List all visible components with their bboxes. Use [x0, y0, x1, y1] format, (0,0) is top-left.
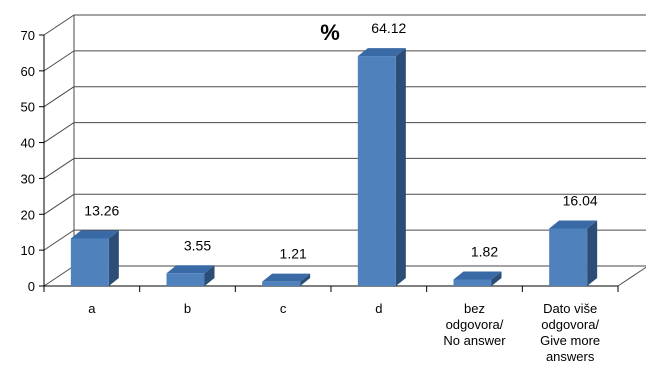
floor-right-edge — [617, 266, 646, 287]
data-label: 1.21 — [280, 246, 307, 262]
bar-top — [453, 271, 502, 280]
bar-side — [108, 230, 119, 286]
bar-front — [262, 281, 301, 286]
x-tick-label-line: answers — [546, 349, 595, 364]
x-tick-label-line: bez — [464, 301, 485, 316]
y-tick-label: 0 — [28, 279, 35, 294]
x-tick-label: c — [280, 301, 287, 316]
data-label: 64.12 — [371, 20, 406, 36]
x-tick-label-line: d — [375, 301, 382, 316]
bar-side — [204, 265, 215, 286]
y-tick-label: 10 — [21, 243, 35, 258]
x-tick-label-line: No answer — [443, 333, 506, 348]
x-tick-label-line: odgovora/ — [541, 317, 599, 332]
x-tick-label: a — [88, 301, 96, 316]
data-label: 3.55 — [184, 237, 211, 253]
bar-top — [549, 220, 598, 229]
y-tick-label: 30 — [21, 171, 35, 186]
grid-diagonal — [43, 122, 75, 143]
bar-side — [300, 273, 311, 286]
grid-diagonal — [43, 265, 75, 287]
chart-bars — [70, 48, 598, 286]
bar-front — [453, 279, 492, 286]
data-label: 16.04 — [563, 192, 598, 208]
bar-side — [587, 220, 598, 286]
grid-diagonal — [43, 193, 75, 215]
bar-top — [357, 48, 406, 57]
y-tick-label: 50 — [21, 100, 35, 115]
x-tick-label-line: a — [88, 301, 96, 316]
chart-axes: 0 10 20 30 40 50 60 70 — [21, 15, 646, 294]
bar-top — [262, 273, 311, 282]
bar — [453, 271, 502, 286]
x-tick-label-line: c — [280, 301, 287, 316]
x-tick-label: bez odgovora/No answer — [443, 301, 506, 348]
chart-title: % — [320, 20, 340, 45]
y-tick-label: 70 — [21, 28, 35, 43]
bar-side — [395, 48, 406, 286]
x-tick-label: Dato više odgovora/Give more answers — [540, 301, 600, 364]
bar-side — [491, 271, 502, 286]
x-tick-label: b — [184, 301, 191, 316]
grid-diagonal — [43, 50, 75, 72]
bar-top — [166, 265, 215, 274]
y-tick-label: 60 — [21, 64, 35, 79]
y-tick-label: 40 — [21, 136, 35, 151]
grid-diagonal — [43, 86, 75, 108]
bar-front — [70, 238, 109, 286]
grid-diagonal — [43, 229, 75, 251]
data-label: 13.26 — [84, 202, 119, 218]
x-tick-label-line: odgovora/ — [446, 317, 504, 332]
bar-front — [166, 273, 205, 286]
grid-diagonal — [43, 14, 75, 36]
y-tick-label: 20 — [21, 207, 35, 222]
grid-diagonal — [43, 158, 75, 179]
x-tick-label-line: b — [184, 301, 191, 316]
bar — [70, 230, 119, 286]
bar-front — [549, 228, 588, 286]
bar — [262, 273, 311, 286]
x-tick-label: d — [375, 301, 382, 316]
x-tick-label-line: Give more — [540, 333, 600, 348]
bar — [357, 48, 406, 286]
bar-top — [70, 230, 119, 239]
bar-front — [357, 56, 396, 286]
bar — [549, 220, 598, 286]
data-label: 1.82 — [471, 243, 498, 259]
bar — [166, 265, 215, 286]
x-tick-label-line: Dato više — [543, 301, 597, 316]
